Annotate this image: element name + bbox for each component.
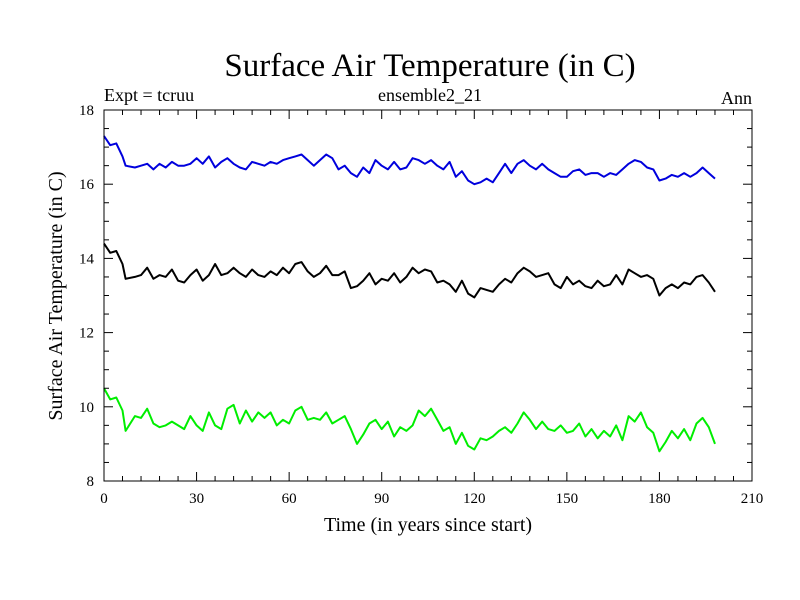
x-tick-label: 0	[100, 491, 108, 507]
ensemble-label: ensemble2_21	[378, 85, 482, 105]
plot-frame	[103, 109, 753, 482]
y-tick-label: 16	[79, 177, 95, 193]
x-axis-label: Time (in years since start)	[324, 514, 532, 536]
series-line-lower	[103, 387, 716, 453]
x-tick-label: 90	[374, 491, 389, 507]
y-tick-label: 8	[87, 474, 95, 490]
period-label: Ann	[721, 88, 752, 108]
x-tick-label: 150	[556, 491, 579, 507]
x-tick-label: 120	[463, 491, 486, 507]
y-tick-label: 10	[79, 400, 94, 416]
experiment-label: Expt = tcruu	[104, 85, 194, 105]
x-tick-label: 60	[282, 491, 297, 507]
y-tick-label: 12	[79, 326, 94, 342]
x-tick-label: 180	[648, 491, 671, 507]
series-line-upper	[103, 135, 716, 186]
series-line-middle	[103, 243, 716, 299]
x-tick-label: 30	[189, 491, 204, 507]
x-tick-label: 210	[741, 491, 764, 507]
chart-title: Surface Air Temperature (in C)	[224, 48, 635, 84]
y-tick-label: 18	[79, 103, 94, 119]
y-tick-label: 14	[79, 251, 95, 267]
y-axis-label: Surface Air Temperature (in C)	[45, 171, 67, 420]
